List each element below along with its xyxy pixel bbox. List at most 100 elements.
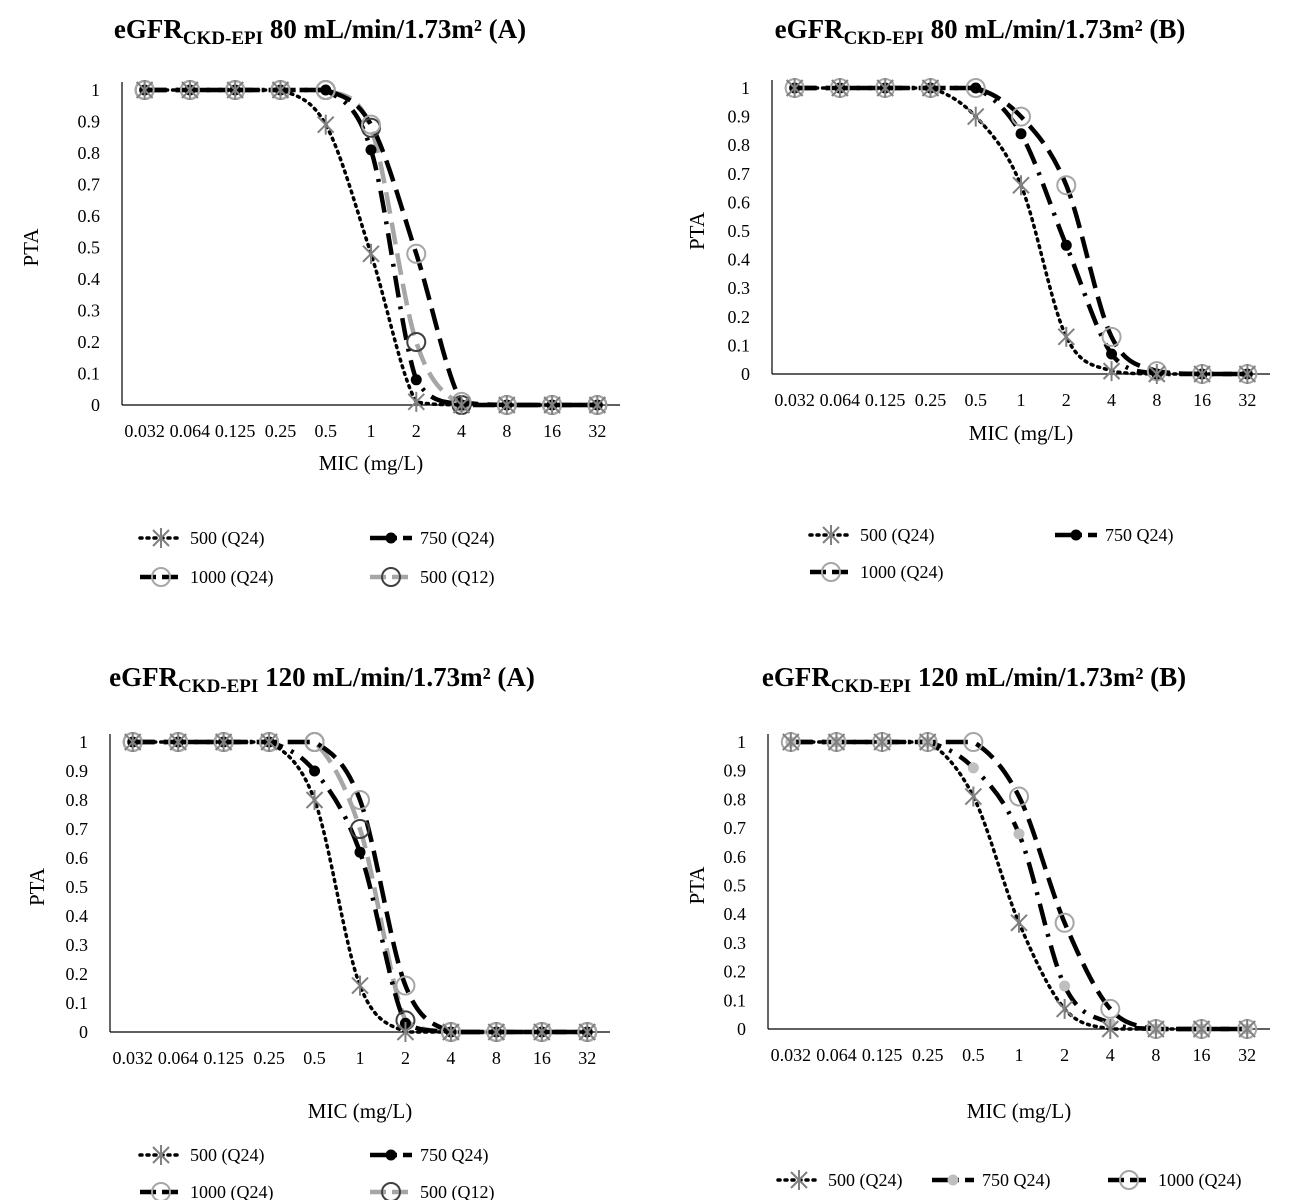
data-point: [350, 790, 370, 810]
data-point: [964, 786, 983, 807]
legend-label: 750 Q24): [420, 1145, 489, 1166]
data-point: [1009, 786, 1029, 807]
x-tick-label: 0.25: [912, 1045, 944, 1065]
data-point: [260, 732, 278, 752]
data-point: [1015, 128, 1027, 140]
y-tick-label: 0.5: [724, 876, 747, 896]
data-point: [1010, 912, 1028, 933]
x-tick-label: 0.064: [170, 421, 211, 441]
x-tick-label: 8: [492, 1048, 501, 1068]
data-point: [305, 790, 324, 810]
data-point: [1057, 326, 1075, 347]
data-point: [1238, 1019, 1256, 1039]
y-tick-label: 0.3: [78, 301, 101, 321]
series-line-3: [794, 85, 1248, 377]
data-point: [124, 732, 142, 752]
y-tick-label: 0.8: [724, 789, 747, 809]
x-tick-label: 32: [1238, 390, 1256, 410]
data-point: [1102, 361, 1121, 382]
y-tick-label: 0.4: [724, 904, 747, 924]
legend-label: 750 Q24): [1105, 525, 1174, 546]
y-tick-label: 1: [737, 732, 746, 752]
y-tick-label: 0.4: [66, 906, 89, 926]
chart-legend: 500 (Q24) 750 Q24) 1000 (Q24): [776, 1170, 1242, 1191]
data-point: [1101, 326, 1122, 347]
data-point: [967, 106, 985, 127]
legend-marker: [151, 567, 171, 587]
y-tick-label: 0.1: [78, 364, 101, 384]
data-point: [1059, 980, 1071, 992]
data-point: [785, 78, 804, 98]
y-tick-label: 0.8: [78, 143, 101, 163]
data-point: [921, 78, 940, 98]
x-tick-label: 32: [578, 1048, 596, 1068]
data-point: [782, 732, 800, 752]
legend-marker: [151, 1182, 171, 1200]
data-point: [395, 975, 416, 996]
y-tick-label: 0.9: [66, 761, 89, 781]
x-tick-label: 0.125: [865, 390, 906, 410]
data-point: [214, 732, 233, 752]
y-tick-label: 0.6: [78, 206, 101, 226]
data-point: [315, 80, 336, 100]
legend-item: 750 Q24): [370, 1145, 489, 1166]
data-point: [487, 1022, 506, 1042]
data-point: [350, 819, 370, 839]
y-tick-label: 0.5: [728, 221, 751, 241]
y-tick-label: 0.9: [728, 107, 751, 127]
legend-marker: [1119, 1170, 1139, 1190]
x-tick-label: 0.5: [964, 390, 987, 410]
y-tick-label: 0.4: [728, 250, 751, 270]
x-axis-label: MIC (mg/L): [319, 451, 423, 475]
y-tick-label: 0.6: [728, 192, 751, 212]
x-tick-label: 4: [1107, 390, 1116, 410]
series-line-1: [130, 740, 590, 1034]
y-tick-label: 0.4: [78, 269, 101, 289]
x-tick-label: 2: [401, 1048, 410, 1068]
legend-marker: [790, 1170, 808, 1190]
y-tick-label: 0.2: [66, 964, 89, 984]
y-tick-label: 0.6: [724, 847, 747, 867]
data-point: [1012, 175, 1030, 196]
y-tick-label: 0.9: [724, 761, 747, 781]
data-point: [1148, 364, 1166, 384]
legend-item: 500 (Q12): [370, 567, 495, 588]
x-tick-label: 0.032: [124, 421, 165, 441]
y-axis-label: PTA: [19, 228, 43, 267]
y-tick-label: 0.7: [724, 818, 747, 838]
x-tick-label: 1: [1015, 1045, 1024, 1065]
x-tick-label: 0.064: [820, 390, 861, 410]
data-point: [271, 80, 290, 100]
data-point: [963, 732, 984, 752]
legend-label: 500 (Q24): [828, 1170, 903, 1191]
legend-label: 750 (Q24): [420, 528, 495, 549]
data-point: [588, 395, 607, 415]
legend-marker: [152, 528, 170, 548]
legend-label: 500 (Q24): [860, 525, 935, 546]
y-tick-label: 1: [91, 80, 100, 100]
x-tick-label: 2: [1060, 1045, 1069, 1065]
y-tick-label: 0: [737, 1019, 746, 1039]
y-tick-label: 0.5: [78, 238, 101, 258]
x-tick-label: 4: [446, 1048, 455, 1068]
legend-marker: [152, 1145, 170, 1165]
y-tick-label: 0.1: [66, 993, 89, 1013]
legend-item: 500 (Q24): [138, 528, 265, 549]
data-point: [970, 82, 982, 94]
y-tick-label: 0.3: [66, 935, 89, 955]
chart-panel-4: eGFRCKD-EPI 120 mL/min/1.73m² (B) 0 0.1 0.2…: [685, 662, 1270, 1191]
chart-panel-1: eGFRCKD-EPI 80 mL/min/1.73m² (A) 0 0.1 0.2 0…: [19, 14, 620, 588]
legend-item: 1000 (Q24): [140, 1182, 274, 1200]
y-tick-label: 0: [91, 395, 100, 415]
legend-item: 500 (Q12): [370, 1182, 495, 1200]
data-point: [304, 732, 325, 752]
data-point: [831, 78, 849, 98]
x-tick-label: 1: [367, 421, 376, 441]
legend-marker: [381, 1182, 401, 1200]
x-tick-label: 0.032: [771, 1045, 812, 1065]
x-axis-label: MIC (mg/L): [967, 1099, 1071, 1123]
x-tick-label: 0.25: [253, 1048, 285, 1068]
y-tick-label: 0.3: [728, 278, 751, 298]
x-tick-label: 0.032: [774, 390, 815, 410]
x-axis-label: MIC (mg/L): [969, 421, 1073, 445]
